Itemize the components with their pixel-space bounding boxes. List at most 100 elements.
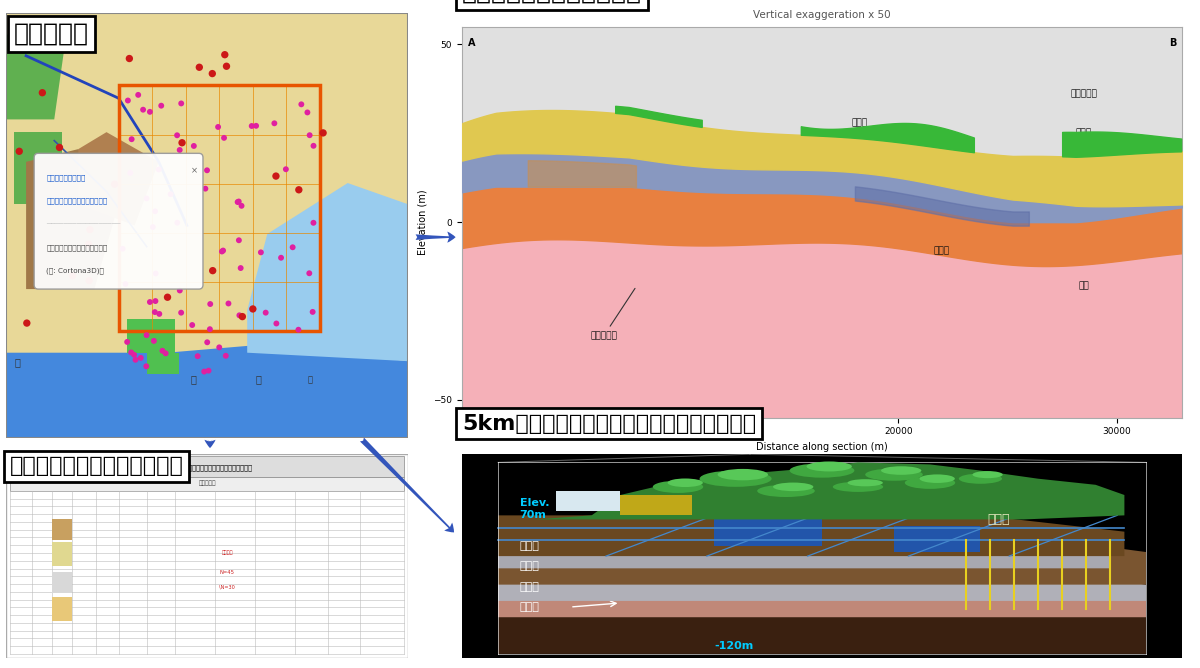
Point [196,183,215,194]
Ellipse shape [833,482,883,492]
Point [116,279,136,289]
Point [185,140,204,151]
Polygon shape [6,344,408,438]
Point [228,196,247,207]
Point [246,120,265,131]
Point [119,95,138,106]
Point [215,132,234,143]
Text: 清川層: 清川層 [520,582,540,592]
Text: 京: 京 [14,357,20,367]
Point [266,318,286,329]
Ellipse shape [847,479,883,486]
Polygon shape [146,353,179,374]
Bar [53,597,72,621]
Point [182,320,202,331]
Point [198,337,217,347]
Ellipse shape [881,466,922,475]
Polygon shape [620,495,692,516]
Bar [10,456,404,477]
Point [210,342,229,353]
Point [203,265,222,276]
Point [150,309,169,319]
Text: 表示にはプラグインが必要です: 表示にはプラグインが必要です [47,244,108,251]
Text: 整理工担当: 整理工担当 [198,480,216,486]
Point [143,222,162,232]
Ellipse shape [773,482,814,491]
Text: 次: 次 [307,375,312,384]
Text: 薪層: 薪層 [1079,281,1090,291]
Point [146,296,166,307]
Point [128,90,148,100]
Point [17,318,36,329]
Point [121,347,140,358]
Text: 木下層下部: 木下層下部 [590,289,635,340]
Bar [10,477,404,491]
Point [265,118,284,129]
Text: 習志野: 習志野 [988,513,1010,526]
Point [137,361,156,371]
Point [194,366,214,377]
Point [289,325,308,335]
Point [198,165,217,176]
Point [300,268,319,279]
Polygon shape [534,462,1124,520]
Point [146,268,166,279]
Point [256,307,275,318]
Ellipse shape [959,474,1002,484]
Point [170,145,190,156]
Point [170,285,190,296]
Point [304,218,323,228]
Polygon shape [26,149,119,289]
Ellipse shape [919,474,955,483]
Point [161,189,180,200]
Point [122,134,142,144]
Text: Elev.
70m: Elev. 70m [520,498,550,520]
Ellipse shape [653,481,703,493]
Text: 任意の箇所の断面図を描画: 任意の箇所の断面図を描画 [462,0,642,4]
Point [79,239,98,250]
Polygon shape [247,183,408,361]
Text: 清川層: 清川層 [1075,129,1092,138]
Text: 埋立層: 埋立層 [520,541,540,551]
Ellipse shape [905,477,955,489]
Polygon shape [78,132,158,226]
Point [304,140,323,151]
Text: ×: × [191,166,198,175]
Point [289,184,308,195]
Point [140,297,160,307]
Point [173,138,192,148]
Point [113,243,132,254]
Text: B: B [1169,39,1176,49]
Point [232,200,251,211]
Point [10,146,29,156]
Polygon shape [498,540,1110,568]
Text: 基準面下: 基準面下 [221,550,233,554]
X-axis label: Distance along section (m): Distance along section (m) [756,442,888,452]
Point [209,122,228,132]
Point [271,253,290,263]
Point [216,351,235,361]
Point [156,348,175,359]
Ellipse shape [757,485,815,497]
Y-axis label: Elevation (m): Elevation (m) [418,189,427,255]
Ellipse shape [718,469,768,480]
Point [242,121,262,132]
Point [200,324,220,335]
Text: 5kmメッシュ区画ごとに立体図の閲覧が可能: 5kmメッシュ区画ごとに立体図の閲覧が可能 [462,414,756,434]
Point [149,164,168,175]
Polygon shape [894,526,980,552]
Point [106,179,125,190]
FancyBboxPatch shape [34,154,203,289]
Text: 葉: 葉 [256,374,262,384]
Text: \N=30: \N=30 [220,584,235,589]
Point [145,206,164,216]
Point [233,311,252,322]
Text: 上泉層: 上泉層 [520,602,540,612]
Text: 千: 千 [191,374,197,384]
Point [80,224,100,235]
Polygon shape [127,319,175,353]
Point [151,100,170,111]
Ellipse shape [700,470,772,487]
Point [203,68,222,79]
Polygon shape [556,491,620,511]
